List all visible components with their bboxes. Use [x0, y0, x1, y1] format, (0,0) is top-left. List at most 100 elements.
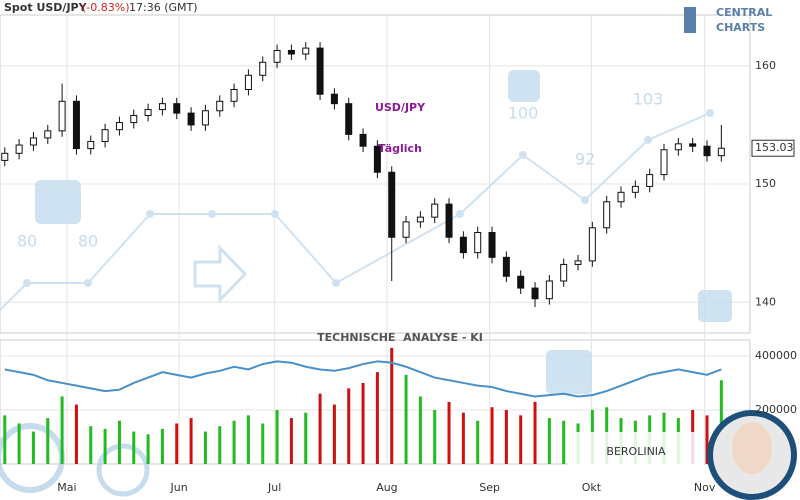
candle-body — [359, 133, 367, 147]
candle-body — [15, 144, 23, 154]
candle-body — [87, 140, 95, 150]
candle-body — [144, 109, 152, 116]
candle-body — [216, 100, 224, 112]
volume-bar — [519, 415, 523, 464]
candle-body — [402, 221, 410, 238]
candle-body — [273, 49, 281, 63]
candle-body — [316, 47, 324, 95]
score-label: 80 — [78, 232, 98, 251]
score-label: 100 — [508, 104, 539, 123]
candle-body — [517, 275, 525, 289]
y-tick-label: 400000 — [755, 349, 797, 362]
candle-body — [345, 103, 353, 135]
volume-bar — [504, 409, 508, 464]
candle-body — [230, 88, 238, 102]
overlay-title: USD/JPY — [375, 101, 426, 114]
price-panel — [0, 14, 751, 334]
volume-bar — [375, 372, 379, 464]
candle-body — [588, 227, 596, 262]
change: (-0.83%) — [82, 1, 130, 14]
volume-bar — [60, 396, 64, 464]
volume-bar — [461, 412, 465, 464]
score-label: 80 — [17, 232, 37, 251]
candle-body — [531, 287, 539, 300]
candle-body — [646, 174, 654, 187]
candle-body — [29, 137, 37, 146]
volume-bar — [132, 431, 136, 464]
candle-body — [187, 112, 195, 126]
candle-body — [603, 201, 611, 229]
brand-box — [568, 432, 704, 470]
watermark: 80 80 100 92 103 — [0, 70, 732, 497]
volume-bar — [46, 418, 50, 464]
icon — [698, 290, 732, 322]
volume-bar — [246, 415, 250, 464]
x-tick-label: Nov — [694, 481, 716, 494]
volume-bar — [447, 401, 451, 464]
volume-bar — [218, 426, 222, 464]
candle-body — [158, 103, 166, 111]
volume-bar — [103, 428, 107, 464]
candle-body — [703, 145, 711, 157]
x-tick-label: Aug — [376, 481, 397, 494]
volume-bar — [3, 415, 7, 464]
y-tick-label: 200000 — [755, 403, 797, 416]
candle-body — [631, 185, 639, 193]
volume-bar — [390, 347, 394, 464]
candle-body — [58, 100, 66, 132]
candle-body — [330, 93, 338, 105]
symbol: Spot USD/JPY — [4, 1, 88, 14]
candle-body — [502, 256, 510, 277]
candle-body — [388, 171, 396, 238]
avatar-face — [732, 422, 772, 474]
volume-bar — [361, 382, 365, 464]
volume-bar — [31, 431, 35, 464]
x-tick-label: Okt — [582, 481, 602, 494]
candle-body — [488, 232, 496, 258]
logo-icon — [684, 7, 696, 33]
candle-body — [474, 232, 482, 254]
candle-body — [689, 143, 697, 147]
candle-body — [431, 203, 439, 218]
volume-bar — [17, 423, 21, 464]
candle-body — [201, 110, 209, 126]
y-tick-label: 140 — [755, 295, 776, 308]
volume-bar — [533, 401, 537, 464]
volume-average — [4, 360, 722, 398]
score-line — [0, 112, 711, 311]
volume-bar — [490, 407, 494, 464]
volume-bar — [347, 388, 351, 464]
y-tick-label: 160 — [755, 59, 776, 72]
brand: BEROLINIA — [606, 445, 666, 458]
candle-body — [115, 122, 123, 131]
candle-body — [1, 152, 9, 161]
candle-body — [416, 216, 424, 223]
volume-bar — [289, 418, 293, 464]
candle-body — [72, 100, 80, 150]
volume-bar — [332, 404, 336, 464]
candle-body — [373, 145, 381, 173]
volume-bar — [261, 423, 265, 464]
banner: TECHNISCHE ANALYSE - KI — [317, 331, 483, 344]
candle-body — [545, 280, 553, 300]
candle-body — [259, 61, 267, 76]
volume-bar — [547, 418, 551, 464]
candle-body — [173, 103, 181, 114]
y-tick-label: 150 — [755, 177, 776, 190]
logo-text: CENTRAL — [716, 6, 772, 19]
volume-bar — [304, 412, 308, 464]
volume-bar — [203, 431, 207, 464]
volume-bar — [476, 420, 480, 464]
score-dots — [23, 109, 714, 287]
candle-body — [674, 143, 682, 151]
time: 17:36 (GMT) — [129, 1, 198, 14]
icon — [508, 70, 540, 102]
icon — [35, 180, 81, 224]
logo-text: CHARTS — [716, 21, 765, 34]
volume-bar — [318, 393, 322, 464]
x-tick-label: Jul — [267, 481, 281, 494]
arrow-icon — [193, 244, 248, 304]
last-price-box — [751, 139, 795, 157]
volume-bar — [146, 434, 150, 464]
